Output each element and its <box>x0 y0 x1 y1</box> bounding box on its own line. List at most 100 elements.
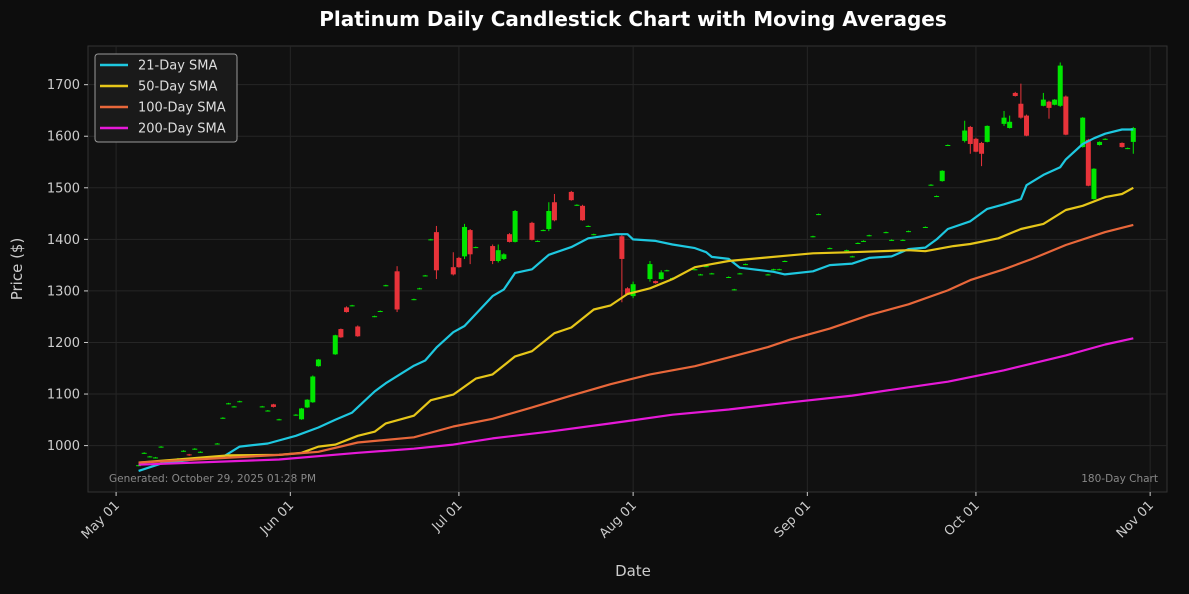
candle-body <box>383 285 389 287</box>
candle <box>1024 114 1030 137</box>
candle <box>265 410 271 412</box>
legend-box <box>94 53 238 143</box>
candle <box>962 120 968 143</box>
candle-body <box>304 399 310 408</box>
candle <box>495 244 501 263</box>
y-tick-label: 1000 <box>47 439 80 454</box>
candle-body <box>214 443 220 445</box>
candle <box>900 239 906 241</box>
legend-label-100: 100-Day SMA <box>138 101 226 116</box>
candle-body <box>962 130 968 141</box>
candle-body <box>422 275 428 277</box>
candle <box>776 268 782 271</box>
candle-body <box>411 299 417 301</box>
candle <box>585 225 591 227</box>
candle <box>417 287 423 290</box>
candle <box>1091 168 1097 200</box>
sma-lines <box>138 128 1134 472</box>
candle <box>344 306 350 313</box>
candle-body <box>945 144 951 146</box>
candle <box>1018 83 1024 119</box>
candle-body <box>1085 139 1091 186</box>
candle-body <box>417 288 423 290</box>
candle-body <box>810 236 816 238</box>
generated-timestamp: Generated: October 29, 2025 01:28 PM <box>109 473 316 485</box>
candle <box>506 233 512 243</box>
candle <box>574 204 580 206</box>
candle <box>136 464 142 467</box>
candle-body <box>1063 96 1069 135</box>
candle-body <box>1125 148 1131 150</box>
candle <box>181 450 187 452</box>
candle-body <box>1102 138 1108 140</box>
candle <box>658 270 664 280</box>
candle <box>984 125 990 143</box>
candle-body <box>551 202 557 221</box>
candle <box>231 405 237 408</box>
candle-body <box>889 239 895 241</box>
candle <box>765 273 771 276</box>
candle-body <box>372 316 378 318</box>
candle <box>141 452 147 454</box>
candle-body <box>630 284 636 297</box>
candle <box>501 253 507 260</box>
candle-body <box>922 226 928 228</box>
candle <box>827 247 833 250</box>
candle <box>939 170 945 182</box>
candle <box>1001 110 1007 126</box>
candle-body <box>849 256 855 258</box>
candle <box>1130 126 1136 154</box>
candle-body <box>1024 115 1030 136</box>
candle <box>259 405 265 408</box>
candle-body <box>692 269 698 271</box>
candle-body <box>512 210 518 242</box>
candle-body <box>192 448 198 450</box>
plot-area <box>87 45 1168 493</box>
candle-body <box>1012 92 1018 97</box>
candle <box>512 209 518 243</box>
candle <box>1052 99 1058 106</box>
candle-body <box>276 419 282 421</box>
candle-body <box>394 271 400 310</box>
candle <box>726 276 732 279</box>
candle-body <box>585 225 591 227</box>
candle <box>372 315 378 318</box>
candle-body <box>827 248 833 250</box>
candle <box>1057 62 1063 107</box>
candle <box>355 325 361 337</box>
candle-body <box>186 454 192 456</box>
candle <box>490 244 496 265</box>
candle-body <box>450 267 456 275</box>
candle-body <box>580 205 586 221</box>
candle-body <box>737 273 743 275</box>
candle <box>462 223 468 259</box>
candle <box>866 234 872 237</box>
y-tick-label: 1400 <box>47 233 80 248</box>
candle-body <box>782 261 788 263</box>
candle-body <box>225 403 231 405</box>
candle <box>394 266 400 313</box>
candle-body <box>141 452 147 454</box>
candle-body <box>529 222 535 240</box>
candle-body <box>934 196 940 198</box>
candle-body <box>591 234 597 236</box>
candle <box>709 272 715 275</box>
candle <box>737 272 743 275</box>
candle-body <box>709 273 715 275</box>
sma-line-200 <box>138 337 1134 466</box>
candle-body <box>1001 117 1007 124</box>
candle-body <box>535 240 541 242</box>
candle-body <box>1091 168 1097 200</box>
candle-body <box>355 326 361 337</box>
legend-label-21: 21-Day SMA <box>138 59 218 74</box>
candle <box>849 255 855 258</box>
candle-body <box>776 269 782 271</box>
candle <box>338 328 344 338</box>
candle-body <box>147 456 153 458</box>
candle <box>1012 91 1018 97</box>
candle-body <box>501 254 507 259</box>
candle <box>630 281 636 299</box>
candle-body <box>332 335 338 355</box>
candle <box>310 375 316 403</box>
candle-body <box>900 239 906 241</box>
